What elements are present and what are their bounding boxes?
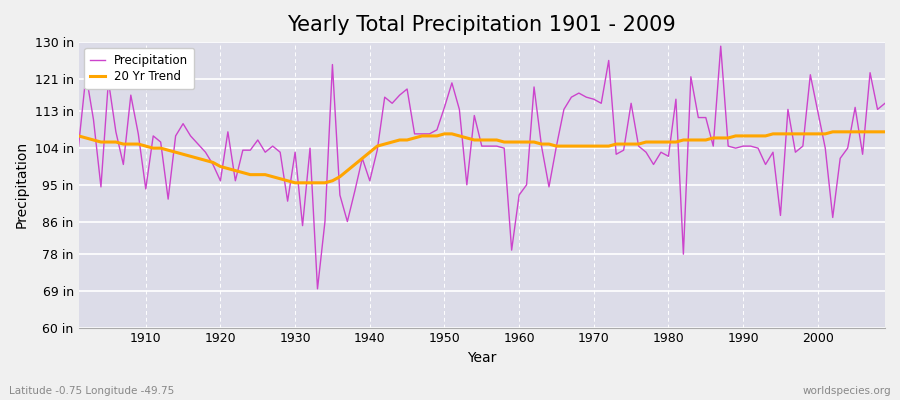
Precipitation	[521, 182, 532, 187]
Precipitation	[133, 132, 144, 136]
20 Yr Trend	[611, 142, 622, 146]
Line: 20 Yr Trend: 20 Yr Trend	[78, 132, 885, 183]
Text: worldspecies.org: worldspecies.org	[803, 386, 891, 396]
20 Yr Trend	[827, 130, 838, 134]
Title: Yearly Total Precipitation 1901 - 2009: Yearly Total Precipitation 1901 - 2009	[287, 15, 676, 35]
Precipitation	[349, 188, 360, 193]
Precipitation	[514, 193, 525, 198]
Y-axis label: Precipitation: Precipitation	[15, 141, 29, 228]
Line: Precipitation: Precipitation	[78, 46, 885, 289]
20 Yr Trend	[133, 142, 144, 146]
20 Yr Trend	[879, 130, 890, 134]
Precipitation	[716, 44, 726, 48]
Precipitation	[73, 144, 84, 148]
Precipitation	[611, 152, 622, 157]
Precipitation	[312, 286, 323, 291]
Legend: Precipitation, 20 Yr Trend: Precipitation, 20 Yr Trend	[85, 48, 194, 89]
Text: Latitude -0.75 Longitude -49.75: Latitude -0.75 Longitude -49.75	[9, 386, 175, 396]
20 Yr Trend	[349, 162, 360, 167]
Precipitation	[879, 101, 890, 106]
20 Yr Trend	[521, 140, 532, 144]
20 Yr Trend	[514, 140, 525, 144]
20 Yr Trend	[304, 180, 315, 185]
20 Yr Trend	[73, 134, 84, 138]
X-axis label: Year: Year	[467, 351, 497, 365]
20 Yr Trend	[290, 180, 301, 185]
Precipitation	[297, 223, 308, 228]
